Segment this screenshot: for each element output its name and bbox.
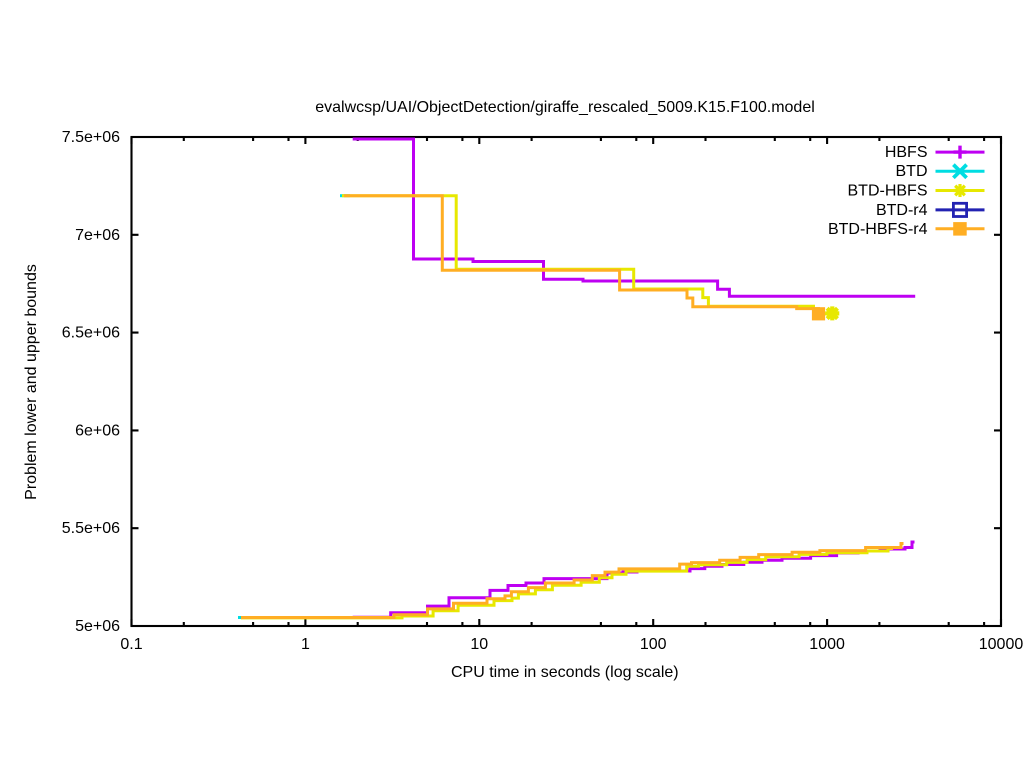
svg-text:1000: 1000 [809, 636, 845, 653]
svg-text:10000: 10000 [979, 636, 1024, 653]
svg-text:100: 100 [640, 636, 667, 653]
svg-text:5.5e+06: 5.5e+06 [62, 520, 120, 537]
svg-text:6.5e+06: 6.5e+06 [62, 325, 120, 342]
svg-text:BTD-HBFS: BTD-HBFS [848, 183, 928, 200]
svg-text:Problem lower and upper bounds: Problem lower and upper bounds [23, 264, 40, 500]
svg-text:evalwcsp/UAI/ObjectDetection/g: evalwcsp/UAI/ObjectDetection/giraffe_res… [315, 99, 815, 116]
svg-text:BTD-r4: BTD-r4 [876, 202, 928, 219]
svg-text:10: 10 [470, 636, 488, 653]
svg-text:7e+06: 7e+06 [75, 227, 120, 244]
svg-text:0.1: 0.1 [120, 636, 142, 653]
svg-text:6e+06: 6e+06 [75, 422, 120, 439]
svg-text:1: 1 [301, 636, 310, 653]
svg-text:BTD: BTD [896, 163, 928, 180]
svg-text:BTD-HBFS-r4: BTD-HBFS-r4 [828, 221, 928, 238]
svg-text:HBFS: HBFS [885, 144, 928, 161]
svg-text:5e+06: 5e+06 [75, 618, 120, 635]
svg-text:7.5e+06: 7.5e+06 [62, 129, 120, 146]
svg-text:CPU time in seconds (log scale: CPU time in seconds (log scale) [451, 664, 679, 681]
